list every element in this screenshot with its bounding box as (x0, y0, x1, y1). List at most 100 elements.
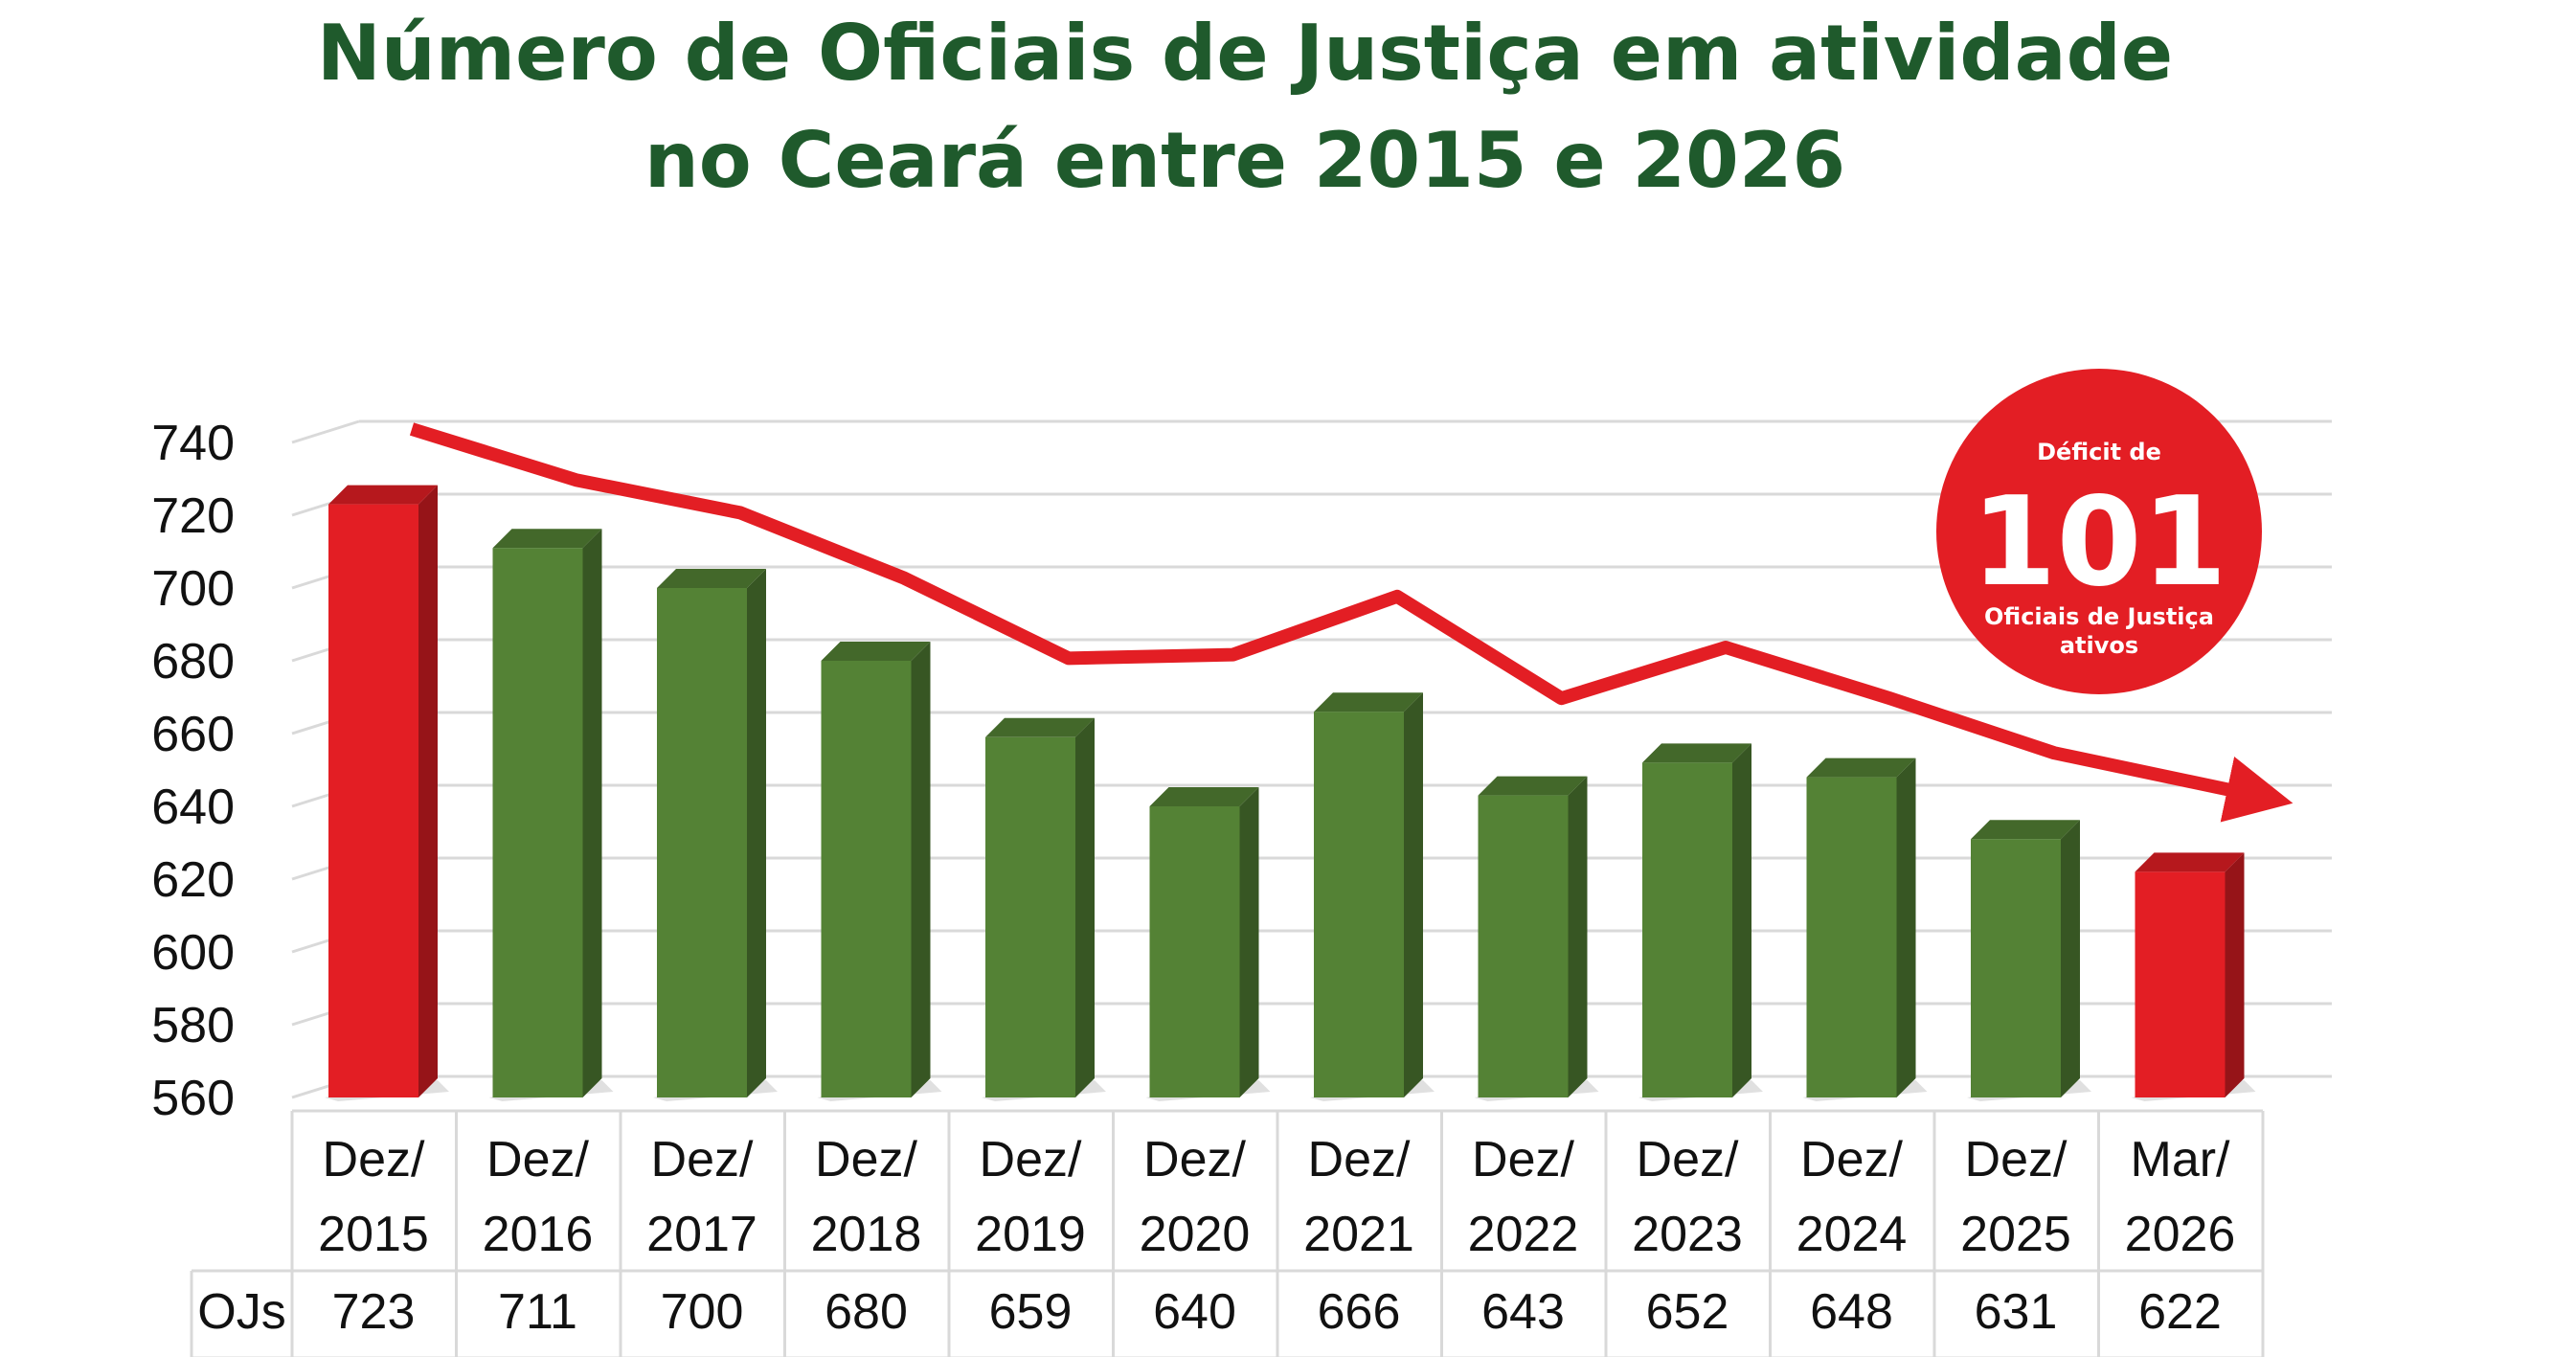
bar-front (2135, 871, 2226, 1097)
data-value-label: 723 (332, 1284, 416, 1340)
bar-side (1075, 717, 1095, 1097)
x-tick-label-line2: 2024 (1796, 1207, 1908, 1262)
gridline-diagonal (291, 419, 360, 444)
badge-line-1: Oficiais de Justiça (1984, 603, 2214, 630)
x-tick-label-line2: 2018 (811, 1207, 922, 1262)
bar-front (1149, 806, 1240, 1097)
y-tick-label: 640 (151, 780, 235, 835)
bar-side (1404, 692, 1423, 1097)
data-table: OJs Dez/2015 723 Dez/2016 711 Dez/2017 700 Dez/… (190, 1109, 2265, 1357)
bar-side (1568, 776, 1588, 1097)
bar-side (747, 569, 766, 1097)
bar-side (582, 529, 602, 1097)
bar (982, 717, 1106, 1101)
x-tick-label-line2: 2017 (646, 1207, 757, 1262)
y-tick-label: 700 (151, 561, 235, 617)
bar (2131, 852, 2256, 1101)
bar-top (1642, 743, 1751, 763)
x-tick-label-line1: Dez/ (1308, 1132, 1411, 1187)
x-tick-label-line1: Dez/ (323, 1132, 425, 1187)
bar-top (985, 717, 1095, 737)
bar-top (1971, 820, 2080, 840)
x-tick-label-line1: Dez/ (1143, 1132, 1246, 1187)
data-value-label: 666 (1318, 1284, 1401, 1340)
bar-side (418, 485, 438, 1098)
bar (817, 642, 942, 1101)
bar (325, 485, 449, 1101)
bar-side (1239, 787, 1259, 1097)
bar-top (1314, 692, 1423, 712)
x-tick-label-line1: Dez/ (1637, 1132, 1739, 1187)
x-tick-label-line2: 2020 (1140, 1207, 1251, 1262)
data-value-label: 643 (1481, 1284, 1565, 1340)
bar-front (328, 504, 418, 1097)
x-tick-label-line1: Dez/ (1965, 1132, 2068, 1187)
bar (1967, 820, 2091, 1101)
x-tick-label-line2: 2022 (1468, 1207, 1579, 1262)
x-tick-label-line2: 2015 (318, 1207, 429, 1262)
bar-top (1806, 758, 1916, 778)
data-value-label: 648 (1810, 1284, 1893, 1340)
trend-line (409, 422, 2294, 823)
table-row-label: OJs (197, 1284, 285, 1340)
bar-top (821, 642, 931, 661)
data-value-label: 640 (1153, 1284, 1236, 1340)
data-value-label: 631 (1975, 1284, 2058, 1340)
data-value-label: 622 (2138, 1284, 2222, 1340)
y-tick-label: 600 (151, 925, 235, 981)
y-tick-label: 720 (151, 488, 235, 544)
bar-side (2061, 820, 2080, 1097)
badge-circle (1936, 369, 2262, 694)
bar-front (1478, 795, 1569, 1097)
data-value-label: 680 (825, 1284, 908, 1340)
badge-top-text: Déficit de (2037, 439, 2161, 465)
x-tick-label-line1: Dez/ (815, 1132, 917, 1187)
x-tick-label-line2: 2019 (975, 1207, 1086, 1262)
data-value-label: 700 (661, 1284, 744, 1340)
bar-front (985, 736, 1075, 1097)
y-tick-label: 680 (151, 634, 235, 690)
bar (1474, 776, 1599, 1101)
bar-top (328, 485, 438, 505)
badge-number: 101 (1971, 471, 2226, 614)
x-tick-label-line2: 2023 (1632, 1207, 1743, 1262)
bar-front (492, 548, 583, 1097)
y-axis: 560 580 600 620 640 660 680 700 720 740 (151, 416, 235, 1126)
bar-front (1314, 712, 1404, 1097)
bar (1638, 743, 1763, 1101)
bar-side (2225, 852, 2245, 1097)
bar (488, 529, 614, 1101)
bar (1310, 692, 1435, 1101)
bar-top (657, 569, 766, 588)
data-value-label: 711 (498, 1284, 577, 1340)
y-tick-label: 560 (151, 1071, 235, 1126)
trend-line-group (409, 422, 2294, 823)
bar-side (911, 642, 931, 1097)
y-tick-label: 660 (151, 707, 235, 762)
x-tick-label-line1: Dez/ (1472, 1132, 1574, 1187)
y-tick-label: 740 (151, 416, 235, 471)
bar-top (492, 529, 602, 549)
bar-front (821, 661, 912, 1097)
y-tick-label: 580 (151, 998, 235, 1053)
bar-side (1896, 758, 1916, 1097)
title-line-1: Número de Oficiais de Justiça em ativida… (316, 9, 2174, 98)
deficit-badge: Déficit de 101 Oficiais de Justiça ativo… (1936, 369, 2262, 694)
bar (1802, 758, 1928, 1101)
bar-front (1806, 777, 1897, 1097)
bar-side (1732, 743, 1751, 1097)
bar-top (2135, 852, 2245, 872)
x-tick-label-line1: Dez/ (1800, 1132, 1903, 1187)
bar-top (1478, 776, 1588, 796)
x-tick-label-line1: Dez/ (651, 1132, 754, 1187)
bar-front (1642, 762, 1732, 1097)
x-tick-label-line1: Mar/ (2131, 1132, 2231, 1187)
data-value-label: 652 (1646, 1284, 1729, 1340)
bar-front (657, 588, 747, 1097)
x-tick-label-line2: 2026 (2125, 1207, 2236, 1262)
bar (1145, 787, 1271, 1101)
data-value-label: 659 (989, 1284, 1073, 1340)
bar-top (1149, 787, 1259, 806)
badge-line-2: ativos (2060, 632, 2138, 659)
